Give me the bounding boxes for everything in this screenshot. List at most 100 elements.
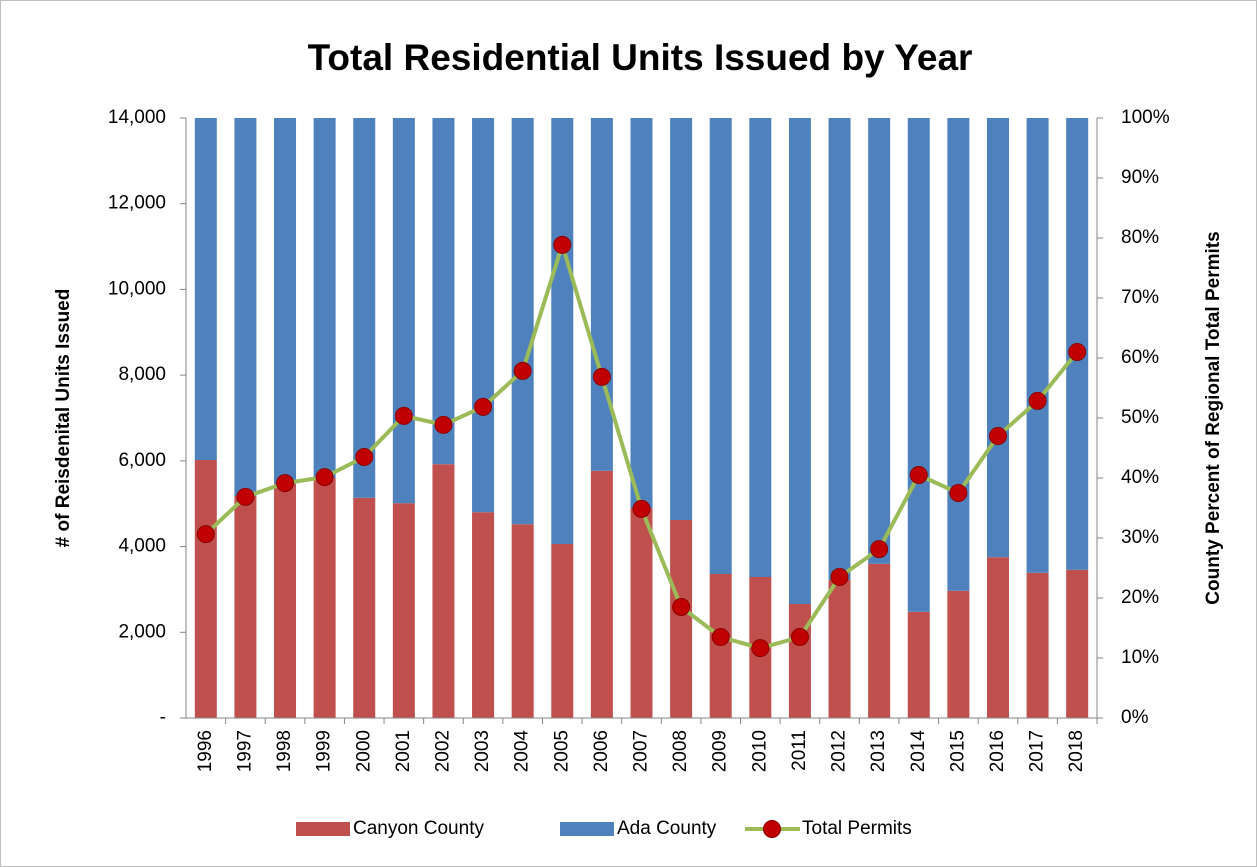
bar	[511, 524, 534, 718]
y2-tick-label: 100%	[1121, 107, 1170, 128]
bar	[670, 520, 693, 718]
bar	[630, 118, 653, 508]
x-tick-label: 1999	[314, 730, 335, 772]
bar	[472, 118, 495, 513]
y-axis-label: # of Reisdenital Units Issued	[53, 289, 74, 548]
bar	[828, 580, 851, 718]
bar	[630, 508, 653, 718]
y2-tick-label: 50%	[1121, 407, 1159, 428]
x-tick-label: 2006	[591, 730, 612, 772]
marker	[276, 474, 295, 493]
legend-label: Ada County	[617, 818, 717, 839]
marker	[909, 466, 928, 484]
bar	[868, 563, 891, 718]
x-tick-label: 1996	[195, 730, 216, 772]
y2-tick-label: 30%	[1121, 527, 1159, 548]
bar	[313, 478, 336, 718]
y2-axis-label: County Percent of Regional Total Permits	[1203, 231, 1224, 604]
marker	[513, 361, 532, 380]
x-tick-label: 2013	[868, 730, 889, 772]
marker	[355, 448, 374, 466]
y2-tick-label: 70%	[1121, 287, 1159, 308]
bar	[670, 118, 693, 520]
bar	[234, 496, 257, 718]
y-tick-label: 6,000	[118, 450, 166, 471]
marker	[988, 427, 1007, 445]
bar	[353, 497, 376, 718]
marker	[592, 367, 611, 386]
x-tick-label: 2008	[670, 730, 691, 772]
legend-swatch	[560, 822, 614, 836]
y-tick-label: 2,000	[118, 621, 166, 642]
bar	[907, 118, 930, 612]
marker	[870, 540, 889, 559]
chart-title: Total Residential Units Issued by Year	[308, 37, 973, 78]
y2-tick-label: 40%	[1121, 467, 1159, 488]
x-tick-label: 2015	[947, 730, 968, 772]
y-tick-label: 12,000	[108, 193, 166, 214]
bar	[432, 464, 455, 718]
bar	[788, 118, 811, 604]
marker	[632, 499, 651, 518]
bar	[986, 557, 1009, 718]
legend-swatch	[763, 820, 781, 838]
bar	[1026, 118, 1049, 573]
y2-tick-label: 0%	[1121, 707, 1149, 728]
bar	[472, 512, 495, 718]
x-tick-label: 2003	[472, 730, 493, 772]
legend-label: Canyon County	[353, 818, 484, 839]
bar	[590, 118, 613, 471]
bar	[432, 118, 455, 465]
marker	[196, 525, 215, 544]
x-tick-label: 2001	[393, 730, 414, 772]
bar	[868, 118, 891, 564]
bar	[947, 118, 970, 591]
bar	[551, 544, 574, 718]
bar	[392, 503, 415, 718]
y-tick-label: 14,000	[108, 107, 166, 128]
bar	[313, 118, 336, 478]
bar	[234, 118, 257, 496]
bar	[1066, 569, 1089, 718]
x-tick-label: 1998	[274, 730, 295, 772]
marker	[394, 406, 413, 425]
x-tick-label: 2016	[987, 730, 1008, 772]
bar	[194, 460, 217, 718]
y2-tick-label: 20%	[1121, 587, 1159, 608]
y-tick-label: 10,000	[108, 278, 166, 299]
marker	[672, 598, 691, 616]
bar	[274, 118, 297, 484]
y-tick-label: 4,000	[118, 536, 166, 557]
bar	[749, 118, 772, 577]
x-tick-label: 2005	[551, 730, 572, 772]
marker	[1068, 343, 1087, 361]
marker	[830, 568, 849, 586]
bar	[788, 604, 811, 718]
x-tick-label: 2000	[353, 730, 374, 772]
x-tick-label: 2010	[749, 730, 770, 772]
x-tick-label: 2012	[829, 730, 850, 772]
x-tick-label: 2009	[710, 730, 731, 772]
legend-swatch	[296, 822, 350, 836]
legend-label: Total Permits	[802, 818, 912, 839]
bar	[986, 118, 1009, 558]
x-tick-label: 2004	[512, 730, 533, 773]
bar	[353, 118, 376, 498]
bar	[590, 470, 613, 718]
x-tick-label: 2007	[631, 730, 652, 772]
bar	[947, 590, 970, 718]
x-tick-label: 2011	[789, 730, 810, 771]
marker	[315, 468, 334, 487]
marker	[790, 628, 809, 646]
x-tick-label: 2018	[1066, 730, 1087, 772]
marker	[434, 415, 453, 434]
marker	[751, 639, 770, 658]
x-tick-label: 2014	[908, 730, 929, 773]
y2-tick-label: 80%	[1121, 227, 1159, 248]
bar	[1026, 572, 1049, 718]
bar	[511, 118, 534, 525]
marker	[949, 484, 968, 502]
bar	[274, 484, 297, 718]
x-tick-label: 2002	[432, 730, 453, 772]
y2-tick-label: 90%	[1121, 167, 1159, 188]
